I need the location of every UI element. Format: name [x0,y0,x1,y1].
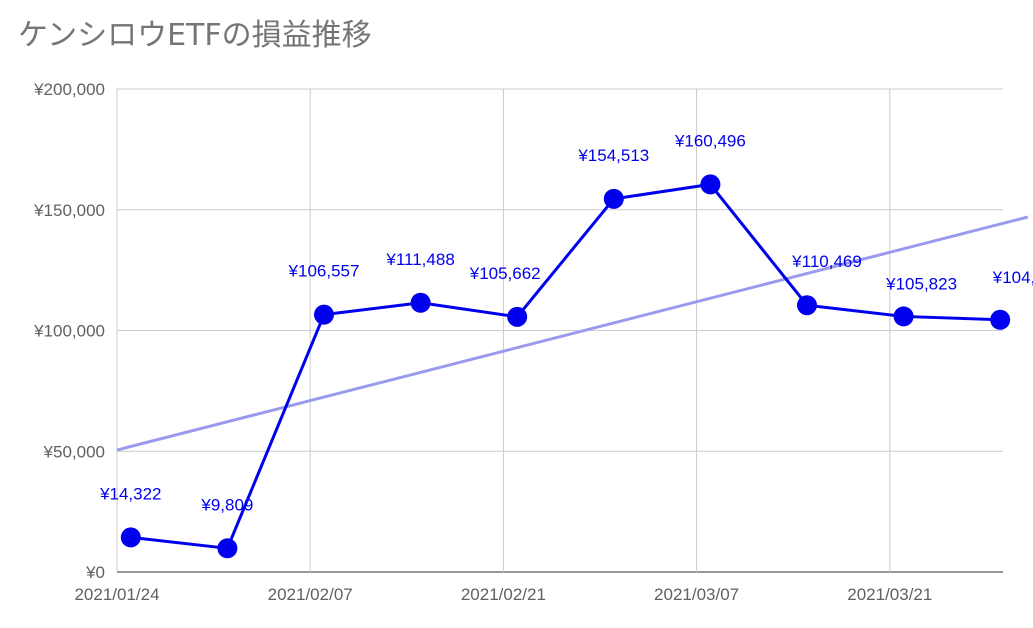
data-point [603,188,624,209]
x-axis-ticks: 2021/01/24 2021/02/07 2021/02/21 2021/03/07… [74,585,932,604]
data-label: ¥105,662 [469,264,541,283]
data-point [893,306,914,327]
data-point [314,304,334,325]
data-point [700,174,721,195]
x-tick-label: 2021/03/21 [847,585,932,604]
data-point [797,295,817,316]
data-label: ¥105,823 [885,274,957,293]
x-tick-label: 2021/02/21 [461,585,546,604]
data-point [990,309,1011,330]
chart-title: ケンシロウETFの損益推移 [18,18,372,53]
data-label: ¥111,488 [385,250,454,269]
x-tick-label: 2021/02/07 [268,585,353,604]
series-line [130,182,1001,550]
y-tick-label: ¥150,000 [33,201,105,220]
y-tick-label: ¥100,000 [33,322,105,341]
y-tick-label: ¥200,000 [33,80,105,99]
gridlines [116,88,1003,573]
trendline [116,215,1029,452]
y-tick-label: ¥0 [85,563,105,582]
data-labels: ¥14,322 ¥9,809 ¥106,557 ¥111,488 ¥105,662 ¥15… [99,131,1033,514]
x-tick-label: 2021/03/07 [654,585,739,604]
y-tick-label: ¥50,000 [43,442,105,461]
data-label: ¥160,496 [674,131,746,150]
series-layer [120,174,1011,559]
data-point [410,292,431,313]
data-point [120,527,141,548]
data-label: ¥9,809 [200,495,253,514]
y-axis-ticks: ¥0 ¥50,000 ¥100,000 ¥150,000 ¥200,000 [33,80,105,582]
data-point [507,306,528,327]
data-label: ¥106,557 [288,262,360,281]
data-label: ¥154,513 [577,146,649,165]
trendline-layer [116,215,1029,452]
x-tick-label: 2021/01/24 [74,585,159,604]
data-label: ¥104,447 [992,268,1033,287]
data-label: ¥14,322 [99,484,161,503]
data-point [217,538,238,559]
data-label: ¥110,469 [791,252,862,271]
